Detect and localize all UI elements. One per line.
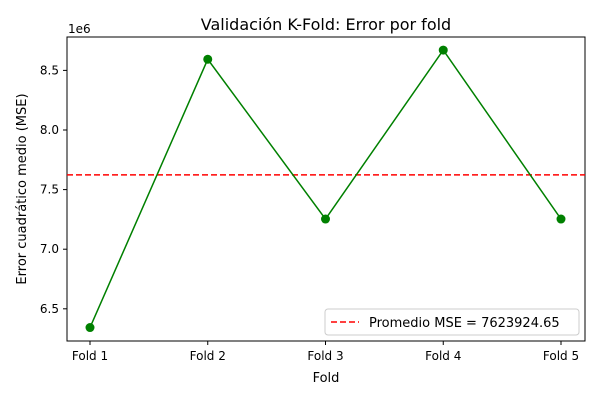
x-tick-label: Fold 1 [72,349,108,363]
data-point [321,214,330,224]
data-point [438,45,448,55]
x-tick-label: Fold 2 [190,349,226,363]
x-axis-label: Fold [313,371,340,386]
y-tick-label: 6.5 [40,302,59,316]
series-layer [85,45,566,333]
y-offset-label: 1e6 [68,22,91,36]
legend: Promedio MSE = 7623924.65 [324,308,580,336]
y-tick-label: 7.5 [40,183,59,197]
series-line [89,48,562,328]
y-axis: 6.5 7.0 7.5 8.0 8.5 [40,63,67,316]
data-point [203,54,213,64]
x-tick-label: Fold 4 [425,349,461,363]
x-tick-label: Fold 3 [307,349,343,363]
legend-entry-label: Promedio MSE = 7623924.65 [369,316,560,331]
y-tick-label: 8.5 [40,63,59,77]
x-axis: Fold 1 Fold 2 Fold 3 Fold 4 Fold 5 [72,341,579,363]
chart-title: Validación K-Fold: Error por fold [201,15,451,34]
data-point [556,214,566,224]
x-tick-label: Fold 5 [543,349,579,363]
plot-area [66,36,586,342]
y-axis-label: Error cuadrático medio (MSE) [15,93,30,284]
data-point [85,323,95,333]
y-tick-label: 8.0 [40,123,59,137]
legend-box [324,308,580,336]
y-tick-label: 7.0 [40,242,59,256]
